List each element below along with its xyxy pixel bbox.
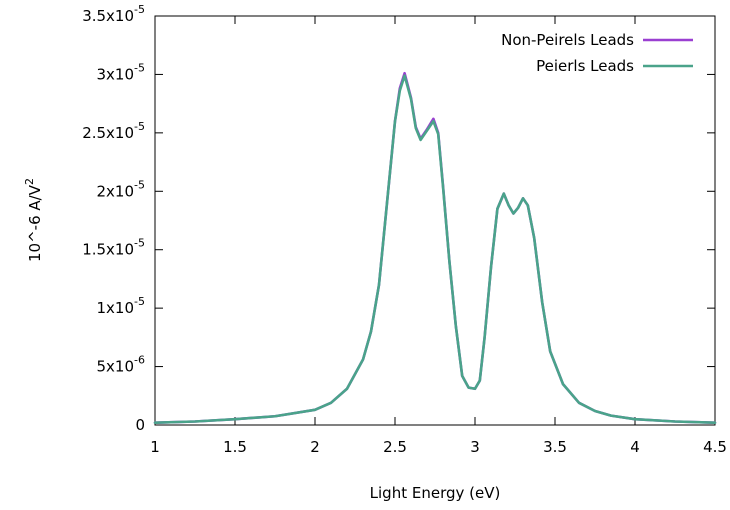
y-tick-label: 5x10-6 (97, 354, 145, 376)
series-layer (153, 71, 717, 424)
legend-label: Non-Peirels Leads (501, 31, 634, 49)
y-tick-label: 3.5x10-5 (82, 3, 145, 25)
x-axis-label: Light Energy (eV) (370, 484, 501, 502)
y-tick-label: 2x10-5 (97, 178, 145, 200)
series-line-2 (153, 74, 717, 424)
y-axis-label: 10^-6 A/V2 (23, 178, 44, 262)
x-tick-label: 1.5 (223, 438, 247, 456)
x-tick-label: 4 (630, 438, 640, 456)
x-tick-label: 3.5 (543, 438, 567, 456)
x-tick-label: 2.5 (383, 438, 407, 456)
plot-frame (154, 15, 716, 426)
y-tick-label: 2.5x10-5 (82, 120, 145, 142)
x-tick-label: 4.5 (703, 438, 727, 456)
axis-ticks: 1 1.5 2 2.5 3 3.5 4 4.5 0 5x10-6 1x10-5 1.5x10-5 2x1… (82, 3, 727, 456)
x-tick-label: 1 (150, 438, 160, 456)
x-tick-label: 3 (470, 438, 480, 456)
legend: Non-Peirels Leads Peierls Leads (501, 31, 693, 75)
y-tick-label: 3x10-5 (97, 61, 145, 83)
y-tick-label: 0 (135, 416, 145, 434)
y-tick-label: 1x10-5 (97, 295, 145, 317)
legend-label: Peierls Leads (536, 57, 634, 75)
x-tick-label: 2 (310, 438, 320, 456)
y-tick-label: 1.5x10-5 (82, 237, 145, 259)
